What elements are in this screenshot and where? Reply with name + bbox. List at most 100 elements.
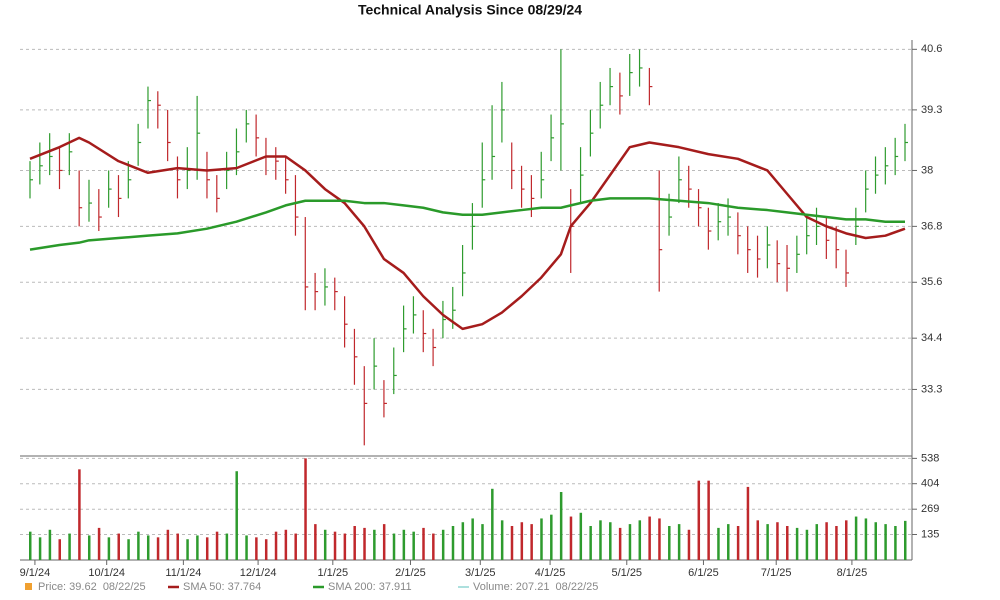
volume-bar xyxy=(609,522,612,560)
volume-bar xyxy=(835,526,838,560)
legend-label: Volume: 207.21 08/22/25 xyxy=(473,581,598,593)
volume-bar xyxy=(894,526,897,560)
volume-bar xyxy=(323,529,327,560)
volume-bar xyxy=(658,518,661,560)
x-tick-label: 10/1/24 xyxy=(88,567,125,579)
volume-bar xyxy=(176,533,179,560)
sma-line xyxy=(29,136,906,331)
volume-bar xyxy=(471,518,474,560)
volume-bar xyxy=(205,537,209,560)
volume-bar xyxy=(225,533,229,560)
volume-bar xyxy=(530,524,533,560)
volume-bar xyxy=(756,520,760,560)
volume-bar xyxy=(196,535,199,560)
x-tick-label: 4/1/25 xyxy=(535,567,566,579)
volume-bar xyxy=(618,527,622,560)
volume-bar xyxy=(520,522,524,560)
legend-label: SMA 50: 37.764 xyxy=(183,581,261,593)
x-tick-label: 12/1/24 xyxy=(240,567,277,579)
volume-bar xyxy=(353,526,356,560)
x-tick-label: 2/1/25 xyxy=(395,567,426,579)
volume-bar xyxy=(314,524,317,560)
volume-bar xyxy=(481,524,484,560)
volume-bar xyxy=(38,537,42,560)
x-tick-label: 11/1/24 xyxy=(165,567,201,579)
volume-bar xyxy=(294,533,297,560)
volume-bar xyxy=(255,537,258,560)
volume-bar xyxy=(78,469,81,560)
volume-bar xyxy=(146,535,150,560)
volume-bar xyxy=(156,537,160,560)
volume-bar xyxy=(363,527,366,560)
volume-bar xyxy=(166,529,170,560)
volume-bar xyxy=(599,520,602,560)
volume-bar xyxy=(736,526,740,560)
volume-bar xyxy=(766,524,769,560)
chart-title: Technical Analysis Since 08/29/24 xyxy=(358,2,582,18)
volume-bar xyxy=(373,529,376,560)
volume-bar xyxy=(559,492,563,560)
y-tick-label: 34.4 xyxy=(921,332,942,344)
volume-bar xyxy=(854,516,858,560)
volume-bar xyxy=(648,516,651,560)
volume-bar xyxy=(884,524,887,560)
volume-bar xyxy=(343,533,347,560)
volume-bar xyxy=(786,526,789,560)
volume-bar xyxy=(825,522,828,560)
x-tick-label: 8/1/25 xyxy=(837,567,868,579)
y-tick-label: 38 xyxy=(921,164,933,176)
volume-bar xyxy=(776,522,779,560)
x-tick-label: 5/1/25 xyxy=(611,567,642,579)
volume-bar xyxy=(805,529,809,560)
volume-bar xyxy=(451,526,455,560)
volume-bar xyxy=(107,537,111,560)
y2-tick-label: 538 xyxy=(921,452,939,464)
volume-bar xyxy=(48,529,52,560)
volume-bar xyxy=(87,535,91,560)
volume-bar xyxy=(540,518,543,560)
volume-bar xyxy=(422,527,425,560)
volume-bar xyxy=(707,480,710,560)
volume-bar xyxy=(795,527,799,560)
volume-bar xyxy=(432,533,435,560)
volume-bar xyxy=(412,531,415,560)
y2-tick-label: 269 xyxy=(921,503,939,515)
legend-label: SMA 200: 37.911 xyxy=(328,581,412,593)
x-tick-label: 6/1/25 xyxy=(688,567,719,579)
volume-bar xyxy=(274,531,278,560)
volume-bar xyxy=(402,529,406,560)
volume-bar xyxy=(510,526,514,560)
volume-bar xyxy=(668,526,671,560)
volume-bar xyxy=(874,522,878,560)
sma-line xyxy=(29,197,905,251)
volume-bar xyxy=(68,533,71,560)
volume-bar xyxy=(304,458,307,560)
volume-bar xyxy=(382,524,386,560)
volume-bar xyxy=(500,520,504,560)
x-tick-label: 3/1/25 xyxy=(465,567,496,579)
volume-bar xyxy=(137,531,140,560)
volume-bar xyxy=(117,533,120,560)
y-tick-label: 33.3 xyxy=(921,383,942,395)
volume-bar xyxy=(284,529,288,560)
volume-bar xyxy=(628,524,632,560)
volume-bar xyxy=(29,531,32,560)
volume-bar xyxy=(677,524,681,560)
volume-bar xyxy=(127,539,130,560)
volume-bar xyxy=(904,520,907,560)
volume-bar xyxy=(97,527,101,560)
volume-bar xyxy=(235,471,238,560)
volume-bar xyxy=(638,520,642,560)
legend-label: Price: 39.62 08/22/25 xyxy=(38,581,146,593)
volume-bar xyxy=(746,486,750,560)
volume-bar xyxy=(461,522,465,560)
volume-bar xyxy=(245,535,248,560)
volume-bar xyxy=(579,512,583,560)
y2-tick-label: 404 xyxy=(921,478,939,490)
y-tick-label: 39.3 xyxy=(921,104,942,116)
volume-bar xyxy=(815,524,819,560)
volume-bar xyxy=(864,518,868,560)
volume-bar xyxy=(717,527,720,560)
volume-bar xyxy=(215,531,219,560)
